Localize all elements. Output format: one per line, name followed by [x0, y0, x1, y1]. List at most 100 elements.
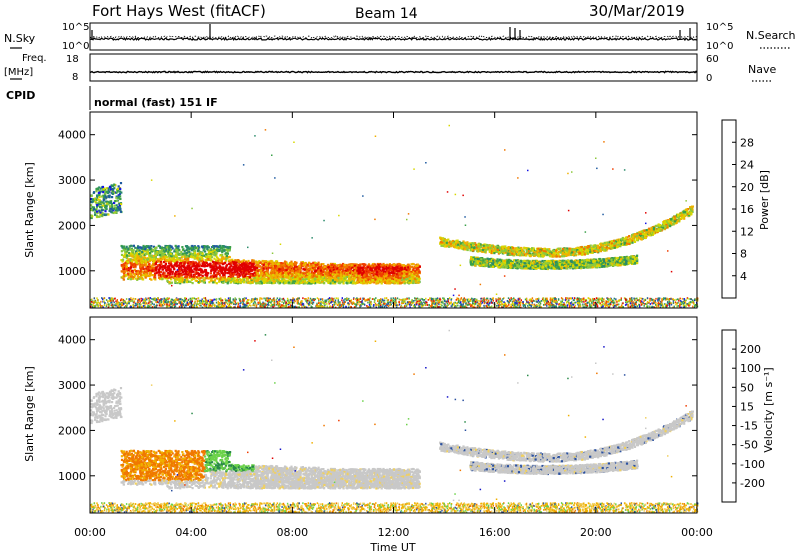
power-cell — [143, 302, 145, 305]
power-cell — [290, 265, 293, 269]
power-cell — [307, 297, 309, 299]
power-cell — [228, 248, 231, 251]
power-cell — [195, 254, 198, 257]
power-cell — [108, 185, 112, 188]
power-cell — [299, 277, 302, 280]
power-cell — [148, 248, 151, 251]
power-cell — [417, 275, 420, 278]
power-cell — [367, 301, 369, 304]
power-cell — [580, 298, 582, 300]
power-cell — [261, 263, 264, 266]
power-cell — [154, 262, 157, 266]
power-cell — [132, 249, 135, 252]
power-cell — [128, 253, 131, 256]
power-cell — [205, 277, 208, 280]
power-cell — [341, 270, 344, 273]
power-cell — [417, 281, 420, 284]
power-cell — [151, 256, 154, 259]
power-cell — [216, 262, 219, 265]
power-cell — [296, 268, 299, 271]
power-cell — [354, 303, 356, 306]
power-cell — [344, 274, 347, 277]
power-cell — [400, 276, 403, 279]
power-cell — [207, 246, 211, 249]
power-cell — [615, 299, 617, 302]
power-cell — [181, 255, 184, 258]
power-cell — [257, 279, 260, 282]
power-cell — [341, 267, 344, 270]
power-cell — [245, 261, 249, 264]
power-cell — [219, 269, 222, 272]
power-cell — [148, 269, 151, 272]
power-cell — [615, 305, 617, 307]
power-cell — [601, 297, 603, 300]
power-cell — [281, 280, 284, 283]
power-cell — [376, 275, 380, 278]
power-cell — [321, 280, 324, 283]
power-cell — [265, 279, 268, 283]
power-cell — [269, 266, 272, 269]
power-cell — [263, 276, 266, 279]
power-cell — [230, 269, 233, 272]
power-cell — [403, 278, 406, 282]
power-cell — [416, 263, 419, 266]
power-cell — [159, 259, 162, 262]
power-cell — [98, 189, 101, 192]
power-cell — [265, 277, 268, 281]
power-cell — [249, 267, 252, 271]
power-cell — [200, 268, 203, 272]
power-cell — [139, 273, 143, 276]
power-cell — [393, 272, 396, 275]
power-cell — [398, 270, 401, 273]
power-cell — [330, 263, 333, 267]
power-cell — [179, 262, 182, 265]
power-cell — [154, 273, 157, 276]
power-cell — [331, 273, 334, 276]
power-cell — [214, 268, 217, 272]
power-cell — [300, 261, 303, 264]
power-cell — [216, 277, 220, 280]
power-cell — [269, 264, 272, 267]
power-cell — [308, 280, 312, 283]
power-cell — [113, 204, 116, 207]
power-cell — [94, 208, 97, 212]
power-cell — [392, 280, 395, 283]
power-cell — [151, 302, 154, 305]
power-cell — [263, 266, 266, 269]
power-cell — [281, 277, 284, 280]
power-cell — [196, 267, 199, 270]
power-cell — [412, 267, 415, 271]
power-cell — [170, 258, 173, 261]
power-cell — [206, 247, 209, 251]
power-cell — [127, 302, 129, 304]
power-cell — [298, 277, 301, 280]
power-cell — [351, 271, 354, 274]
power-cell — [238, 260, 241, 263]
power-cell — [354, 263, 357, 266]
power-cell — [366, 269, 369, 272]
power-cell — [358, 273, 361, 276]
power-cell — [307, 267, 310, 270]
power-cell — [291, 278, 294, 281]
power-cell — [201, 274, 204, 277]
power-cell — [197, 247, 200, 250]
power-cell — [185, 261, 188, 264]
power-cell — [302, 274, 305, 277]
power-cell — [149, 269, 152, 272]
power-cell — [106, 200, 109, 203]
power-cell — [141, 264, 144, 267]
power-cell — [323, 270, 326, 274]
power-cell — [339, 270, 342, 273]
nsearch-tick-top: 10^5 — [706, 22, 733, 33]
power-cell — [159, 251, 162, 254]
power-cell — [184, 258, 187, 261]
power-cell — [125, 260, 128, 263]
power-cell — [243, 266, 246, 269]
power-cell — [326, 271, 329, 275]
power-cell — [152, 254, 155, 257]
power-cell — [254, 270, 257, 273]
power-cell — [277, 266, 281, 269]
power-cell — [347, 271, 350, 275]
power-cell — [315, 274, 318, 277]
